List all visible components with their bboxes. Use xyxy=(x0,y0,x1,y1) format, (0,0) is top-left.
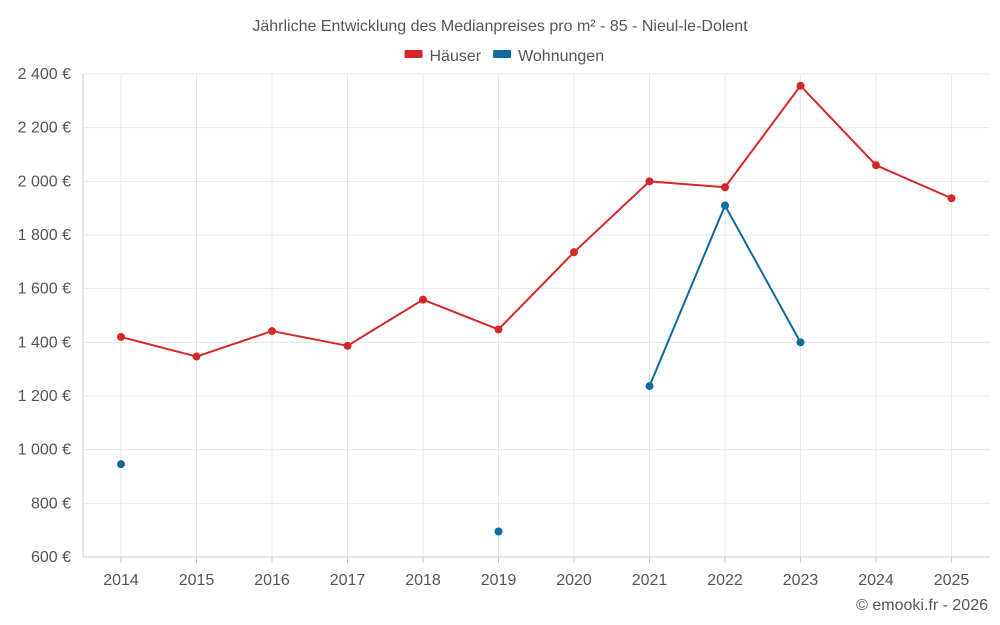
chart-title: Jährliche Entwicklung des Medianpreises … xyxy=(252,18,748,35)
axes: 600 € 800 € 1 000 € 1 200 € 1 400 € 1 600 € 1 … xyxy=(18,66,990,589)
series-haeuser-point[interactable] xyxy=(645,177,654,186)
x-tick-label: 2015 xyxy=(179,572,215,589)
series-haeuser-segment xyxy=(346,298,424,347)
series-haeuser-segment xyxy=(648,180,726,189)
series-haeuser-segment xyxy=(875,164,953,200)
series-wohnungen-point[interactable] xyxy=(117,460,125,469)
series-wohnungen-point[interactable] xyxy=(494,527,503,536)
series-haeuser-point[interactable] xyxy=(796,81,805,90)
x-tick-label: 2016 xyxy=(254,572,290,589)
y-tick-label: 1 200 € xyxy=(18,388,71,405)
series-haeuser-point[interactable] xyxy=(419,295,427,304)
x-tick-label: 2022 xyxy=(707,572,743,589)
series-haeuser-segment xyxy=(724,84,802,189)
series-haeuser-segment xyxy=(799,84,877,167)
series-haeuser-point[interactable] xyxy=(570,248,578,257)
series-haeuser-segment xyxy=(271,330,349,347)
series-layer xyxy=(117,81,956,536)
series-haeuser-point[interactable] xyxy=(721,183,729,192)
y-tick-label: 2 400 € xyxy=(18,66,71,83)
series-wohnungen-point[interactable] xyxy=(796,338,805,347)
y-tick-label: 800 € xyxy=(31,495,71,512)
x-tick-label: 2021 xyxy=(632,572,668,589)
legend-label: Häuser xyxy=(430,48,482,65)
x-tick-label: 2018 xyxy=(405,572,441,589)
series-haeuser-point[interactable] xyxy=(947,194,956,203)
y-tick-label: 2 000 € xyxy=(18,173,71,190)
legend-item-wohnungen[interactable]: Wohnungen xyxy=(493,48,604,65)
legend-swatch xyxy=(493,50,512,58)
x-tick-label: 2020 xyxy=(556,572,592,589)
legend-label: Wohnungen xyxy=(518,48,604,65)
credit-text: © emooki.fr - 2026 xyxy=(856,597,988,614)
legend-swatch xyxy=(404,50,423,58)
series-haeuser-point[interactable] xyxy=(117,332,125,341)
y-tick-label: 600 € xyxy=(31,549,71,566)
x-tick-label: 2014 xyxy=(103,572,139,589)
legend-item-haeuser[interactable]: Häuser xyxy=(404,48,482,65)
legend: Häuser Wohnungen xyxy=(404,48,604,65)
series-wohnungen-point[interactable] xyxy=(721,201,729,210)
series-wohnungen-point[interactable] xyxy=(645,382,654,391)
x-tick-label: 2023 xyxy=(783,572,819,589)
y-tick-label: 1 000 € xyxy=(18,442,71,459)
series-haeuser-point[interactable] xyxy=(872,161,880,170)
x-tick-label: 2019 xyxy=(481,572,517,589)
series-wohnungen xyxy=(117,201,805,536)
y-tick-label: 1 600 € xyxy=(18,281,71,298)
series-haeuser-segment xyxy=(497,251,575,331)
series-haeuser-point[interactable] xyxy=(268,327,276,336)
series-wohnungen-segment xyxy=(724,204,802,344)
grid xyxy=(83,73,990,558)
y-tick-label: 1 800 € xyxy=(18,227,71,244)
y-tick-label: 2 200 € xyxy=(18,120,71,137)
y-tick-label: 1 400 € xyxy=(18,334,71,351)
series-haeuser-point[interactable] xyxy=(343,341,352,350)
series-haeuser-segment xyxy=(195,330,273,358)
series-haeuser-segment xyxy=(422,298,500,331)
x-tick-label: 2017 xyxy=(330,572,366,589)
series-wohnungen-segment xyxy=(648,204,726,388)
series-haeuser-point[interactable] xyxy=(192,352,201,361)
series-haeuser-point[interactable] xyxy=(494,325,503,334)
series-haeuser-segment xyxy=(573,180,651,254)
x-tick-label: 2025 xyxy=(934,572,970,589)
series-haeuser xyxy=(117,81,956,361)
series-haeuser-segment xyxy=(120,335,198,358)
x-tick-label: 2024 xyxy=(858,572,894,589)
